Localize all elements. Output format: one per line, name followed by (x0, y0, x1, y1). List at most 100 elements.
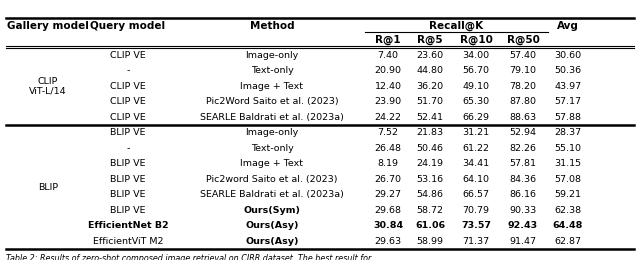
Text: Text-only: Text-only (251, 144, 293, 153)
Text: 7.52: 7.52 (378, 128, 399, 137)
Text: Image + Text: Image + Text (241, 82, 303, 91)
Text: 21.83: 21.83 (417, 128, 444, 137)
Text: EfficientNet B2: EfficientNet B2 (88, 221, 168, 230)
Text: 53.16: 53.16 (417, 175, 444, 184)
Text: CLIP
ViT-L/14: CLIP ViT-L/14 (29, 76, 67, 96)
Text: R@10: R@10 (460, 35, 492, 45)
Text: 59.21: 59.21 (554, 190, 582, 199)
Text: 87.80: 87.80 (509, 97, 536, 106)
Text: 54.86: 54.86 (417, 190, 444, 199)
Text: 28.37: 28.37 (554, 128, 582, 137)
Text: 26.70: 26.70 (374, 175, 401, 184)
Text: 12.40: 12.40 (374, 82, 401, 91)
Text: Ours(Sym): Ours(Sym) (243, 206, 301, 215)
Text: -: - (126, 144, 130, 153)
Text: R@50: R@50 (507, 35, 540, 45)
Text: 57.81: 57.81 (509, 159, 536, 168)
Text: Pic2Word Saito et al. (2023): Pic2Word Saito et al. (2023) (205, 97, 339, 106)
Text: BLIP VE: BLIP VE (110, 190, 146, 199)
Text: 58.99: 58.99 (417, 237, 444, 246)
Text: 23.60: 23.60 (417, 51, 444, 60)
Text: 20.90: 20.90 (374, 66, 401, 75)
Text: 57.08: 57.08 (554, 175, 582, 184)
Text: SEARLE Baldrati et al. (2023a): SEARLE Baldrati et al. (2023a) (200, 113, 344, 122)
Text: 92.43: 92.43 (508, 221, 538, 230)
Text: Recall@K: Recall@K (429, 21, 484, 31)
Text: EfficientViT M2: EfficientViT M2 (93, 237, 163, 246)
Text: 86.16: 86.16 (509, 190, 536, 199)
Text: 52.94: 52.94 (509, 128, 536, 137)
Text: 71.37: 71.37 (463, 237, 490, 246)
Text: 29.68: 29.68 (374, 206, 401, 215)
Text: 34.41: 34.41 (463, 159, 490, 168)
Text: 49.10: 49.10 (463, 82, 490, 91)
Text: BLIP VE: BLIP VE (110, 206, 146, 215)
Text: 24.19: 24.19 (417, 159, 444, 168)
Text: 73.57: 73.57 (461, 221, 491, 230)
Text: Avg: Avg (557, 21, 579, 31)
Text: 66.57: 66.57 (463, 190, 490, 199)
Text: 82.26: 82.26 (509, 144, 536, 153)
Text: Image + Text: Image + Text (241, 159, 303, 168)
Text: SEARLE Baldrati et al. (2023a): SEARLE Baldrati et al. (2023a) (200, 190, 344, 199)
Text: 62.87: 62.87 (554, 237, 582, 246)
Text: 66.29: 66.29 (463, 113, 490, 122)
Text: Ours(Asy): Ours(Asy) (245, 237, 299, 246)
Text: -: - (126, 66, 130, 75)
Text: CLIP VE: CLIP VE (110, 113, 146, 122)
Text: CLIP VE: CLIP VE (110, 51, 146, 60)
Text: Pic2word Saito et al. (2023): Pic2word Saito et al. (2023) (206, 175, 338, 184)
Text: 78.20: 78.20 (509, 82, 536, 91)
Text: 24.22: 24.22 (374, 113, 401, 122)
Text: 8.19: 8.19 (378, 159, 399, 168)
Text: Ours(Asy): Ours(Asy) (245, 221, 299, 230)
Text: 64.10: 64.10 (463, 175, 490, 184)
Text: 79.10: 79.10 (509, 66, 536, 75)
Text: 88.63: 88.63 (509, 113, 536, 122)
Text: BLIP VE: BLIP VE (110, 175, 146, 184)
Text: 90.33: 90.33 (509, 206, 536, 215)
Text: Table 2: Results of zero-shot composed image retrieval on CIRR dataset. The best: Table 2: Results of zero-shot composed i… (6, 254, 371, 260)
Text: BLIP VE: BLIP VE (110, 159, 146, 168)
Text: BLIP: BLIP (38, 183, 58, 192)
Text: Text-only: Text-only (251, 66, 293, 75)
Text: Query model: Query model (90, 21, 166, 31)
Text: 7.40: 7.40 (378, 51, 399, 60)
Text: R@1: R@1 (375, 35, 401, 45)
Text: 57.17: 57.17 (554, 97, 582, 106)
Text: Method: Method (250, 21, 294, 31)
Text: 58.72: 58.72 (417, 206, 444, 215)
Text: 50.46: 50.46 (417, 144, 444, 153)
Text: 31.15: 31.15 (554, 159, 582, 168)
Text: 61.06: 61.06 (415, 221, 445, 230)
Text: 29.63: 29.63 (374, 237, 401, 246)
Text: 36.20: 36.20 (417, 82, 444, 91)
Text: 51.70: 51.70 (417, 97, 444, 106)
Text: 31.21: 31.21 (463, 128, 490, 137)
Text: 55.10: 55.10 (554, 144, 582, 153)
Text: 91.47: 91.47 (509, 237, 536, 246)
Text: Gallery model: Gallery model (7, 21, 89, 31)
Text: Image-only: Image-only (245, 128, 299, 137)
Text: CLIP VE: CLIP VE (110, 97, 146, 106)
Text: 30.84: 30.84 (373, 221, 403, 230)
Text: 52.41: 52.41 (417, 113, 444, 122)
Text: 26.48: 26.48 (374, 144, 401, 153)
Text: 57.40: 57.40 (509, 51, 536, 60)
Text: 43.97: 43.97 (554, 82, 582, 91)
Text: CLIP VE: CLIP VE (110, 82, 146, 91)
Text: 64.48: 64.48 (553, 221, 583, 230)
Text: Image-only: Image-only (245, 51, 299, 60)
Text: BLIP VE: BLIP VE (110, 128, 146, 137)
Text: 65.30: 65.30 (463, 97, 490, 106)
Text: R@5: R@5 (417, 35, 443, 45)
Text: 70.79: 70.79 (463, 206, 490, 215)
Text: 23.90: 23.90 (374, 97, 401, 106)
Text: 61.22: 61.22 (463, 144, 490, 153)
Text: 50.36: 50.36 (554, 66, 582, 75)
Text: 57.88: 57.88 (554, 113, 582, 122)
Text: 56.70: 56.70 (463, 66, 490, 75)
Text: 44.80: 44.80 (417, 66, 444, 75)
Text: 84.36: 84.36 (509, 175, 536, 184)
Text: 34.00: 34.00 (463, 51, 490, 60)
